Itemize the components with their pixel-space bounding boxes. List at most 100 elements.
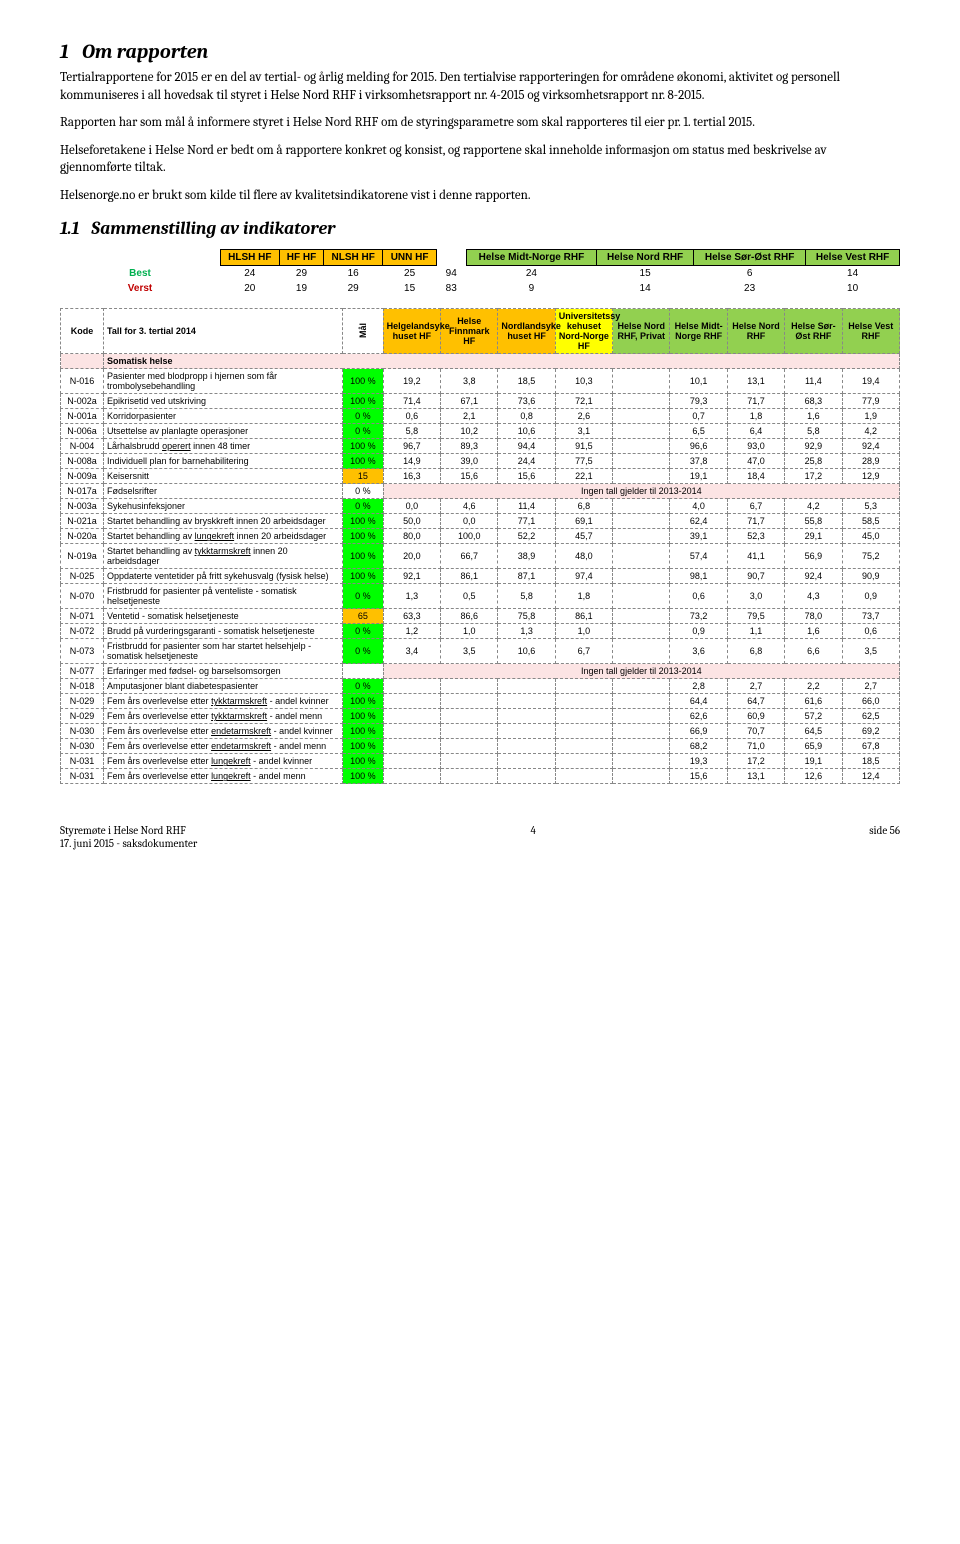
value-cell: 6,7	[555, 639, 612, 664]
value-cell: 37,8	[670, 454, 727, 469]
kode-cell: N-009a	[61, 469, 104, 484]
desc-cell: Startet behandling av tykktarmskreft inn…	[104, 544, 343, 569]
value-cell	[555, 724, 612, 739]
best-label: Best	[60, 266, 220, 282]
value-cell: 24,4	[498, 454, 555, 469]
kode-cell: N-018	[61, 679, 104, 694]
kode-cell: N-072	[61, 624, 104, 639]
value-cell	[613, 709, 670, 724]
summary-verst-row: Verst 20 19 29 15 83 9 14 23 10	[60, 281, 900, 296]
value-cell: 3,4	[383, 639, 440, 664]
value-cell: 12,9	[842, 469, 899, 484]
kode-cell: N-029	[61, 709, 104, 724]
value-cell	[613, 724, 670, 739]
mal-cell: 0 %	[343, 424, 384, 439]
value-cell: 4,3	[785, 584, 842, 609]
table-row: N-070Fristbrudd for pasienter på venteli…	[61, 584, 900, 609]
value-cell: 0,5	[441, 584, 498, 609]
col-header: Nordlandsyke huset HF	[498, 309, 555, 354]
table-row: N-002aEpikrisetid ved utskriving100 %71,…	[61, 394, 900, 409]
verst-val: 15	[383, 281, 436, 296]
value-cell	[613, 529, 670, 544]
desc-cell: Lårhalsbrudd operert innen 48 timer	[104, 439, 343, 454]
table-row: N-077Erfaringer med fødsel- og barselsom…	[61, 664, 900, 679]
value-cell	[613, 679, 670, 694]
page-title: 1 Om rapporten	[60, 40, 900, 63]
value-cell: 75,8	[498, 609, 555, 624]
value-cell	[555, 769, 612, 784]
verst-val: 10	[806, 281, 900, 296]
summary-hdr: Helse Sør-Øst RHF	[694, 250, 806, 266]
value-cell: 90,7	[727, 569, 784, 584]
table-row: N-001aKorridorpasienter0 %0,62,10,82,60,…	[61, 409, 900, 424]
value-cell: 3,5	[842, 639, 899, 664]
value-cell	[441, 724, 498, 739]
footer-right: side 56	[869, 824, 900, 850]
value-cell	[383, 694, 440, 709]
value-cell: 0,6	[670, 584, 727, 609]
mal-cell: 100 %	[343, 454, 384, 469]
value-cell	[383, 754, 440, 769]
desc-cell: Individuell plan for barnehabilitering	[104, 454, 343, 469]
table-row: N-072Brudd på vurderingsgaranti - somati…	[61, 624, 900, 639]
footer-left-2: 17. juni 2015 - saksdokumenter	[60, 837, 197, 850]
value-cell: 0,7	[670, 409, 727, 424]
summary-hdr: Helse Vest RHF	[806, 250, 900, 266]
best-val: 24	[220, 266, 280, 282]
value-cell: 75,2	[842, 544, 899, 569]
value-cell: 97,4	[555, 569, 612, 584]
kode-cell: N-008a	[61, 454, 104, 469]
mal-cell: 0 %	[343, 409, 384, 424]
desc-cell: Korridorpasienter	[104, 409, 343, 424]
value-cell	[613, 609, 670, 624]
value-cell: 1,3	[498, 624, 555, 639]
table-row: N-025Oppdaterte ventetider på fritt syke…	[61, 569, 900, 584]
value-cell: 3,6	[670, 639, 727, 664]
desc-cell: Fristbrudd for pasienter som har startet…	[104, 639, 343, 664]
paragraph-3: Helseforetakene i Helse Nord er bedt om …	[60, 142, 900, 177]
mal-cell: 0 %	[343, 484, 384, 499]
verst-val: 14	[597, 281, 694, 296]
value-cell: 20,0	[383, 544, 440, 569]
value-cell: 93,0	[727, 439, 784, 454]
value-cell: 96,7	[383, 439, 440, 454]
value-cell: 92,4	[842, 439, 899, 454]
value-cell: 65,9	[785, 739, 842, 754]
ind-header-row: Kode Tall for 3. tertial 2014 Mål Helgel…	[61, 309, 900, 354]
value-cell: 66,0	[842, 694, 899, 709]
value-cell: 15,6	[670, 769, 727, 784]
value-cell: 80,0	[383, 529, 440, 544]
value-cell: 5,8	[785, 424, 842, 439]
value-cell: 39,0	[441, 454, 498, 469]
value-cell: 6,4	[727, 424, 784, 439]
value-cell	[613, 409, 670, 424]
mal-cell: 100 %	[343, 724, 384, 739]
value-cell	[383, 709, 440, 724]
value-cell: 92,4	[785, 569, 842, 584]
mal-cell: 0 %	[343, 639, 384, 664]
value-cell	[555, 709, 612, 724]
mal-cell: 0 %	[343, 679, 384, 694]
value-cell: 4,6	[441, 499, 498, 514]
desc-cell: Epikrisetid ved utskriving	[104, 394, 343, 409]
value-cell: 72,1	[555, 394, 612, 409]
kode-cell: N-004	[61, 439, 104, 454]
value-cell: 6,5	[670, 424, 727, 439]
subhead-text: Sammenstilling av indikatorer	[91, 218, 335, 239]
best-val: 16	[323, 266, 383, 282]
value-cell	[613, 754, 670, 769]
value-cell: 64,5	[785, 724, 842, 739]
value-cell: 14,9	[383, 454, 440, 469]
indicator-tbody: Somatisk helse N-016Pasienter med blodpr…	[61, 354, 900, 784]
desc-cell: Fem års overlevelse etter endetarmskreft…	[104, 724, 343, 739]
paragraph-2: Rapporten har som mål å informere styret…	[60, 114, 900, 132]
value-cell	[613, 514, 670, 529]
value-cell: 100,0	[441, 529, 498, 544]
desc-cell: Fem års overlevelse etter lungekreft - a…	[104, 754, 343, 769]
value-cell: 15,6	[441, 469, 498, 484]
best-val: 24	[466, 266, 596, 282]
subhead-number: 1.1	[60, 218, 79, 239]
mal-cell: 100 %	[343, 709, 384, 724]
value-cell: 17,2	[785, 469, 842, 484]
value-cell: 18,4	[727, 469, 784, 484]
